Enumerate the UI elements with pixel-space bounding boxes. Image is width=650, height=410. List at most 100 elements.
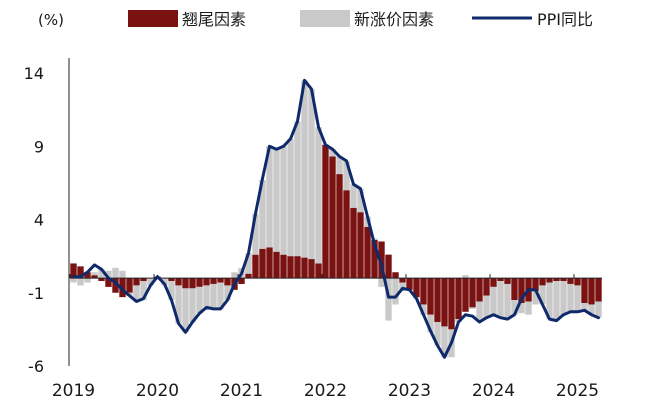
bar-tail	[84, 272, 91, 279]
bar-new	[539, 285, 546, 305]
bar-new	[469, 307, 476, 309]
y-tick-label: 9	[34, 137, 44, 156]
bar-new	[308, 89, 315, 260]
bar-new	[266, 146, 273, 248]
bar-new	[518, 303, 525, 314]
bar-tail	[98, 278, 105, 282]
bar-new	[224, 285, 231, 301]
bar-tail	[315, 263, 322, 279]
bar-new	[273, 149, 280, 252]
bar-new	[574, 285, 581, 312]
ppi-line	[72, 78, 600, 359]
bar-new	[147, 278, 154, 286]
bar-new	[112, 267, 119, 279]
x-tick-label: 2020	[136, 381, 179, 401]
bar-new	[490, 286, 497, 315]
x-tick-label: 2025	[556, 381, 599, 401]
bar-new	[231, 272, 238, 279]
bar-new	[77, 278, 84, 286]
bar-new	[504, 283, 511, 320]
bar-new	[567, 283, 574, 312]
bar-tail	[462, 278, 469, 312]
bar-tail	[574, 278, 581, 286]
bar-tail	[210, 278, 217, 284]
bar-new	[532, 291, 539, 305]
bar-new	[434, 322, 441, 346]
bar-tail	[238, 278, 245, 284]
bar-new	[511, 300, 518, 315]
bars	[70, 80, 602, 358]
bar-new	[182, 288, 189, 333]
bar-new	[315, 127, 322, 264]
bar-tail	[126, 278, 133, 293]
bar-tail	[595, 278, 602, 302]
bar-tail	[301, 257, 308, 279]
bar-tail	[581, 278, 588, 304]
x-tick-label: 2022	[304, 381, 347, 401]
legend-swatch-tail	[128, 10, 178, 27]
bar-tail	[378, 241, 385, 279]
legend-label-ppi: PPI同比	[537, 10, 593, 29]
bar-tail	[294, 256, 301, 279]
bar-new	[392, 278, 399, 305]
bar-tail	[329, 156, 336, 279]
bar-tail	[371, 240, 378, 279]
bar-tail	[77, 266, 84, 279]
bar-tail	[553, 278, 560, 282]
bar-new	[294, 121, 301, 257]
bar-tail	[490, 278, 497, 287]
bar-new	[161, 278, 168, 286]
bar-tail	[203, 278, 210, 286]
bar-tail	[189, 278, 196, 289]
bar-tail	[455, 278, 462, 320]
y-unit-label: (%)	[38, 11, 64, 29]
x-tick-label: 2023	[388, 381, 431, 401]
bar-new	[203, 285, 210, 308]
bar-new	[168, 281, 175, 301]
x-tick-label: 2024	[472, 381, 515, 401]
bar-new	[175, 285, 182, 324]
bar-tail	[224, 278, 231, 286]
bar-new	[91, 272, 98, 276]
bar-new	[280, 146, 287, 255]
bar-new	[350, 184, 357, 208]
bar-new	[525, 301, 532, 315]
bar-tail	[336, 174, 343, 279]
y-tick-labels: 14 9 4 -1 -6	[24, 64, 44, 376]
bar-tail	[280, 254, 287, 279]
bar-tail	[413, 278, 420, 298]
bar-tail	[497, 278, 504, 282]
bar-tail	[259, 248, 266, 279]
x-tick-label: 2019	[52, 381, 95, 401]
bar-tail	[483, 278, 490, 296]
bar-tail	[560, 278, 567, 282]
bar-tail	[434, 278, 441, 323]
bar-new	[546, 282, 553, 320]
bar-tail	[308, 259, 315, 279]
bar-tail	[539, 278, 546, 286]
bar-tail	[532, 278, 539, 292]
bar-tail	[343, 190, 350, 279]
bar-tail	[392, 272, 399, 279]
bar-tail	[217, 278, 224, 283]
bar-tail	[546, 278, 553, 283]
bar-tail	[518, 278, 525, 304]
legend-swatch-new	[300, 10, 350, 27]
bar-new	[140, 281, 147, 301]
bar-tail	[511, 278, 518, 301]
bar-tail	[175, 278, 182, 286]
bar-new	[399, 282, 406, 290]
bar-new	[588, 304, 595, 315]
bar-new	[252, 213, 259, 255]
bar-tail	[287, 256, 294, 279]
bar-new	[476, 301, 483, 323]
bar-new	[70, 278, 77, 283]
bar-new	[98, 269, 105, 279]
bar-new	[189, 288, 196, 323]
bar-new	[420, 304, 427, 315]
bar-new	[301, 80, 308, 258]
legend-label-new: 新涨价因素	[354, 10, 434, 29]
bar-tail	[133, 278, 140, 286]
bar-tail	[364, 226, 371, 279]
